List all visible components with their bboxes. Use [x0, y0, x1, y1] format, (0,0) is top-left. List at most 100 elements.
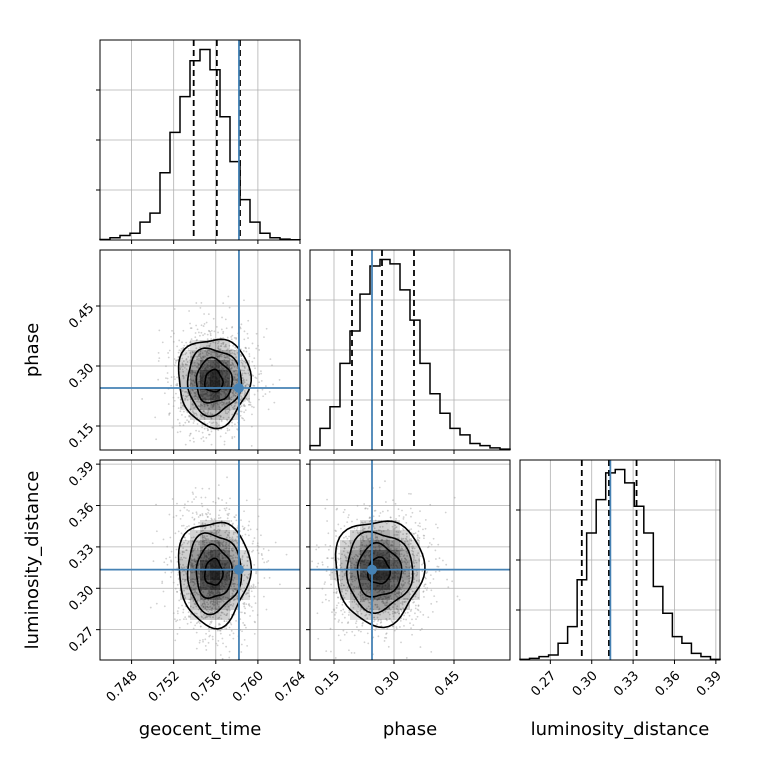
sample-point [232, 564, 235, 566]
sample-point [408, 583, 411, 585]
sample-point [198, 553, 200, 556]
sample-point [386, 601, 389, 604]
sample-point [228, 547, 231, 550]
sample-point [227, 416, 230, 419]
sample-point [361, 538, 364, 541]
sample-point [260, 372, 263, 375]
sample-point [397, 592, 400, 595]
sample-point [220, 611, 223, 614]
sample-point [218, 544, 221, 547]
sample-point [177, 530, 180, 533]
sample-point [170, 550, 173, 553]
density-cell [400, 570, 410, 580]
sample-point [173, 399, 176, 402]
sample-point [196, 571, 199, 573]
sample-point [363, 598, 365, 601]
sample-point [337, 545, 340, 548]
sample-point [176, 418, 179, 421]
density-cell [220, 590, 230, 600]
sample-point [415, 561, 418, 564]
sample-point [405, 533, 408, 535]
sample-point [166, 563, 169, 566]
sample-point [391, 544, 394, 547]
sample-point [341, 590, 344, 593]
sample-point [184, 557, 187, 560]
sample-point [205, 321, 208, 324]
panel-frame [519, 459, 721, 661]
sample-point [199, 546, 202, 549]
sample-point [246, 556, 249, 558]
sample-point [190, 564, 193, 567]
sample-point [247, 337, 249, 339]
sample-point [364, 614, 367, 617]
sample-point [390, 543, 393, 546]
sample-point [243, 574, 246, 576]
sample-point [232, 364, 235, 366]
sample-point [410, 537, 412, 540]
sample-point [192, 627, 195, 630]
sample-point [338, 619, 340, 622]
sample-point [343, 574, 346, 577]
sample-point [251, 413, 253, 416]
sample-point [186, 390, 188, 393]
sample-point [202, 605, 205, 608]
sample-point [254, 367, 256, 370]
sample-point [181, 550, 184, 553]
sample-point [362, 535, 365, 538]
sample-point [354, 564, 357, 567]
sample-point [360, 541, 363, 544]
sample-point [243, 624, 246, 626]
sample-point [197, 354, 200, 357]
sample-point [213, 532, 216, 535]
sample-point [222, 545, 225, 548]
sample-point [217, 484, 220, 486]
density-panel-phase-vs-luminosity_distance [309, 459, 511, 661]
sample-point [335, 611, 337, 614]
sample-point [385, 604, 387, 607]
sample-point [207, 407, 210, 410]
sample-point [193, 498, 195, 501]
sample-point [341, 553, 343, 556]
sample-point [208, 330, 211, 333]
sample-point [361, 624, 364, 627]
sample-point [207, 352, 210, 355]
sample-point [388, 606, 391, 609]
sample-point [173, 308, 176, 310]
sample-point [220, 420, 223, 423]
sample-point [210, 351, 213, 353]
sample-point [181, 553, 184, 556]
sample-point [253, 357, 256, 360]
sample-point [354, 558, 357, 560]
sample-point [355, 529, 358, 531]
sample-point [423, 537, 425, 540]
sample-point [191, 581, 194, 584]
sample-point [197, 353, 200, 356]
sample-point [247, 573, 250, 576]
sample-point [390, 600, 392, 603]
sample-point [224, 356, 227, 359]
sample-point [358, 548, 361, 551]
sample-point [214, 528, 216, 531]
sample-point [340, 566, 343, 569]
sample-point [193, 374, 196, 376]
sample-point [189, 378, 192, 381]
sample-point [189, 327, 192, 330]
sample-point [170, 384, 173, 387]
sample-point [327, 548, 330, 551]
sample-point [368, 601, 370, 604]
sample-point [422, 528, 424, 531]
sample-point [233, 349, 236, 352]
sample-point [399, 555, 402, 558]
sample-point [393, 534, 396, 536]
sample-point [323, 583, 326, 585]
sample-point [231, 326, 233, 329]
sample-point [407, 575, 410, 578]
sample-point [184, 390, 187, 393]
sample-point [187, 500, 189, 503]
sample-point [350, 583, 353, 586]
sample-point [387, 611, 390, 614]
density-cell [190, 540, 200, 550]
sample-point [211, 635, 214, 638]
sample-point [401, 549, 404, 552]
sample-point [213, 603, 216, 606]
